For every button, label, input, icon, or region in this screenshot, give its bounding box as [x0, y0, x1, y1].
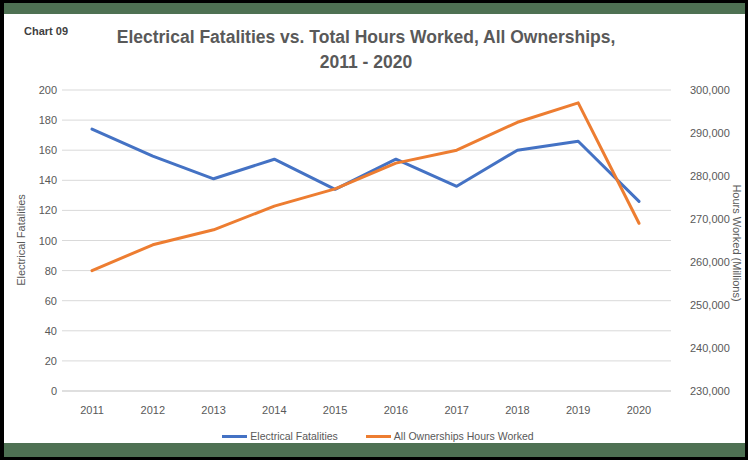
chart-window: Chart 09 Electrical Fatalities vs. Total…	[0, 0, 748, 460]
y-left-tick-label: 20	[45, 355, 57, 367]
x-tick-label: 2011	[80, 404, 104, 416]
y-left-tick-label: 60	[45, 295, 57, 307]
x-tick-label: 2012	[141, 404, 165, 416]
y-left-tick-label: 40	[45, 325, 57, 337]
legend-item-hours: All Ownerships Hours Worked	[366, 430, 534, 442]
y-left-tick-label: 180	[39, 114, 57, 126]
hours-line	[92, 103, 639, 271]
legend: Electrical Fatalities All Ownerships Hou…	[4, 428, 748, 444]
x-tick-label: 2017	[444, 404, 468, 416]
y-left-tick-label: 200	[39, 84, 57, 96]
x-tick-label: 2013	[201, 404, 225, 416]
hours-line-swatch	[366, 435, 391, 438]
y-left-tick-label: 100	[39, 235, 57, 247]
y-left-tick-label: 140	[39, 174, 57, 186]
y-right-tick-label: 240,000	[690, 342, 730, 354]
fatalities-line-swatch	[222, 435, 247, 438]
x-tick-label: 2020	[627, 404, 651, 416]
y-right-tick-label: 280,000	[690, 170, 730, 182]
y-right-tick-label: 250,000	[690, 299, 730, 311]
y-right-tick-label: 260,000	[690, 256, 730, 268]
left-axis-title: Electrical Fatalities	[15, 194, 27, 286]
y-left-tick-label: 0	[51, 385, 57, 397]
right-axis-title: Hours Worked (Millions)	[731, 184, 743, 301]
y-right-tick-label: 290,000	[690, 127, 730, 139]
y-left-tick-label: 120	[39, 204, 57, 216]
y-left-tick-label: 160	[39, 144, 57, 156]
x-tick-label: 2019	[566, 404, 590, 416]
legend-label-hours: All Ownerships Hours Worked	[394, 430, 534, 442]
x-tick-label: 2018	[505, 404, 529, 416]
fatalities-line	[92, 129, 639, 201]
y-right-tick-label: 300,000	[690, 84, 730, 96]
chart-canvas: 0 20 40 60 80 100 120 140 160 180 200 230,000 240,00…	[4, 3, 748, 460]
y-right-tick-label: 270,000	[690, 213, 730, 225]
x-tick-label: 2016	[384, 404, 408, 416]
y-left-tick-label: 80	[45, 265, 57, 277]
y-right-tick-label: 230,000	[690, 385, 730, 397]
x-tick-label: 2015	[323, 404, 347, 416]
legend-label-fatalities: Electrical Fatalities	[250, 430, 338, 442]
x-tick-label: 2014	[262, 404, 286, 416]
legend-item-fatalities: Electrical Fatalities	[222, 430, 338, 442]
